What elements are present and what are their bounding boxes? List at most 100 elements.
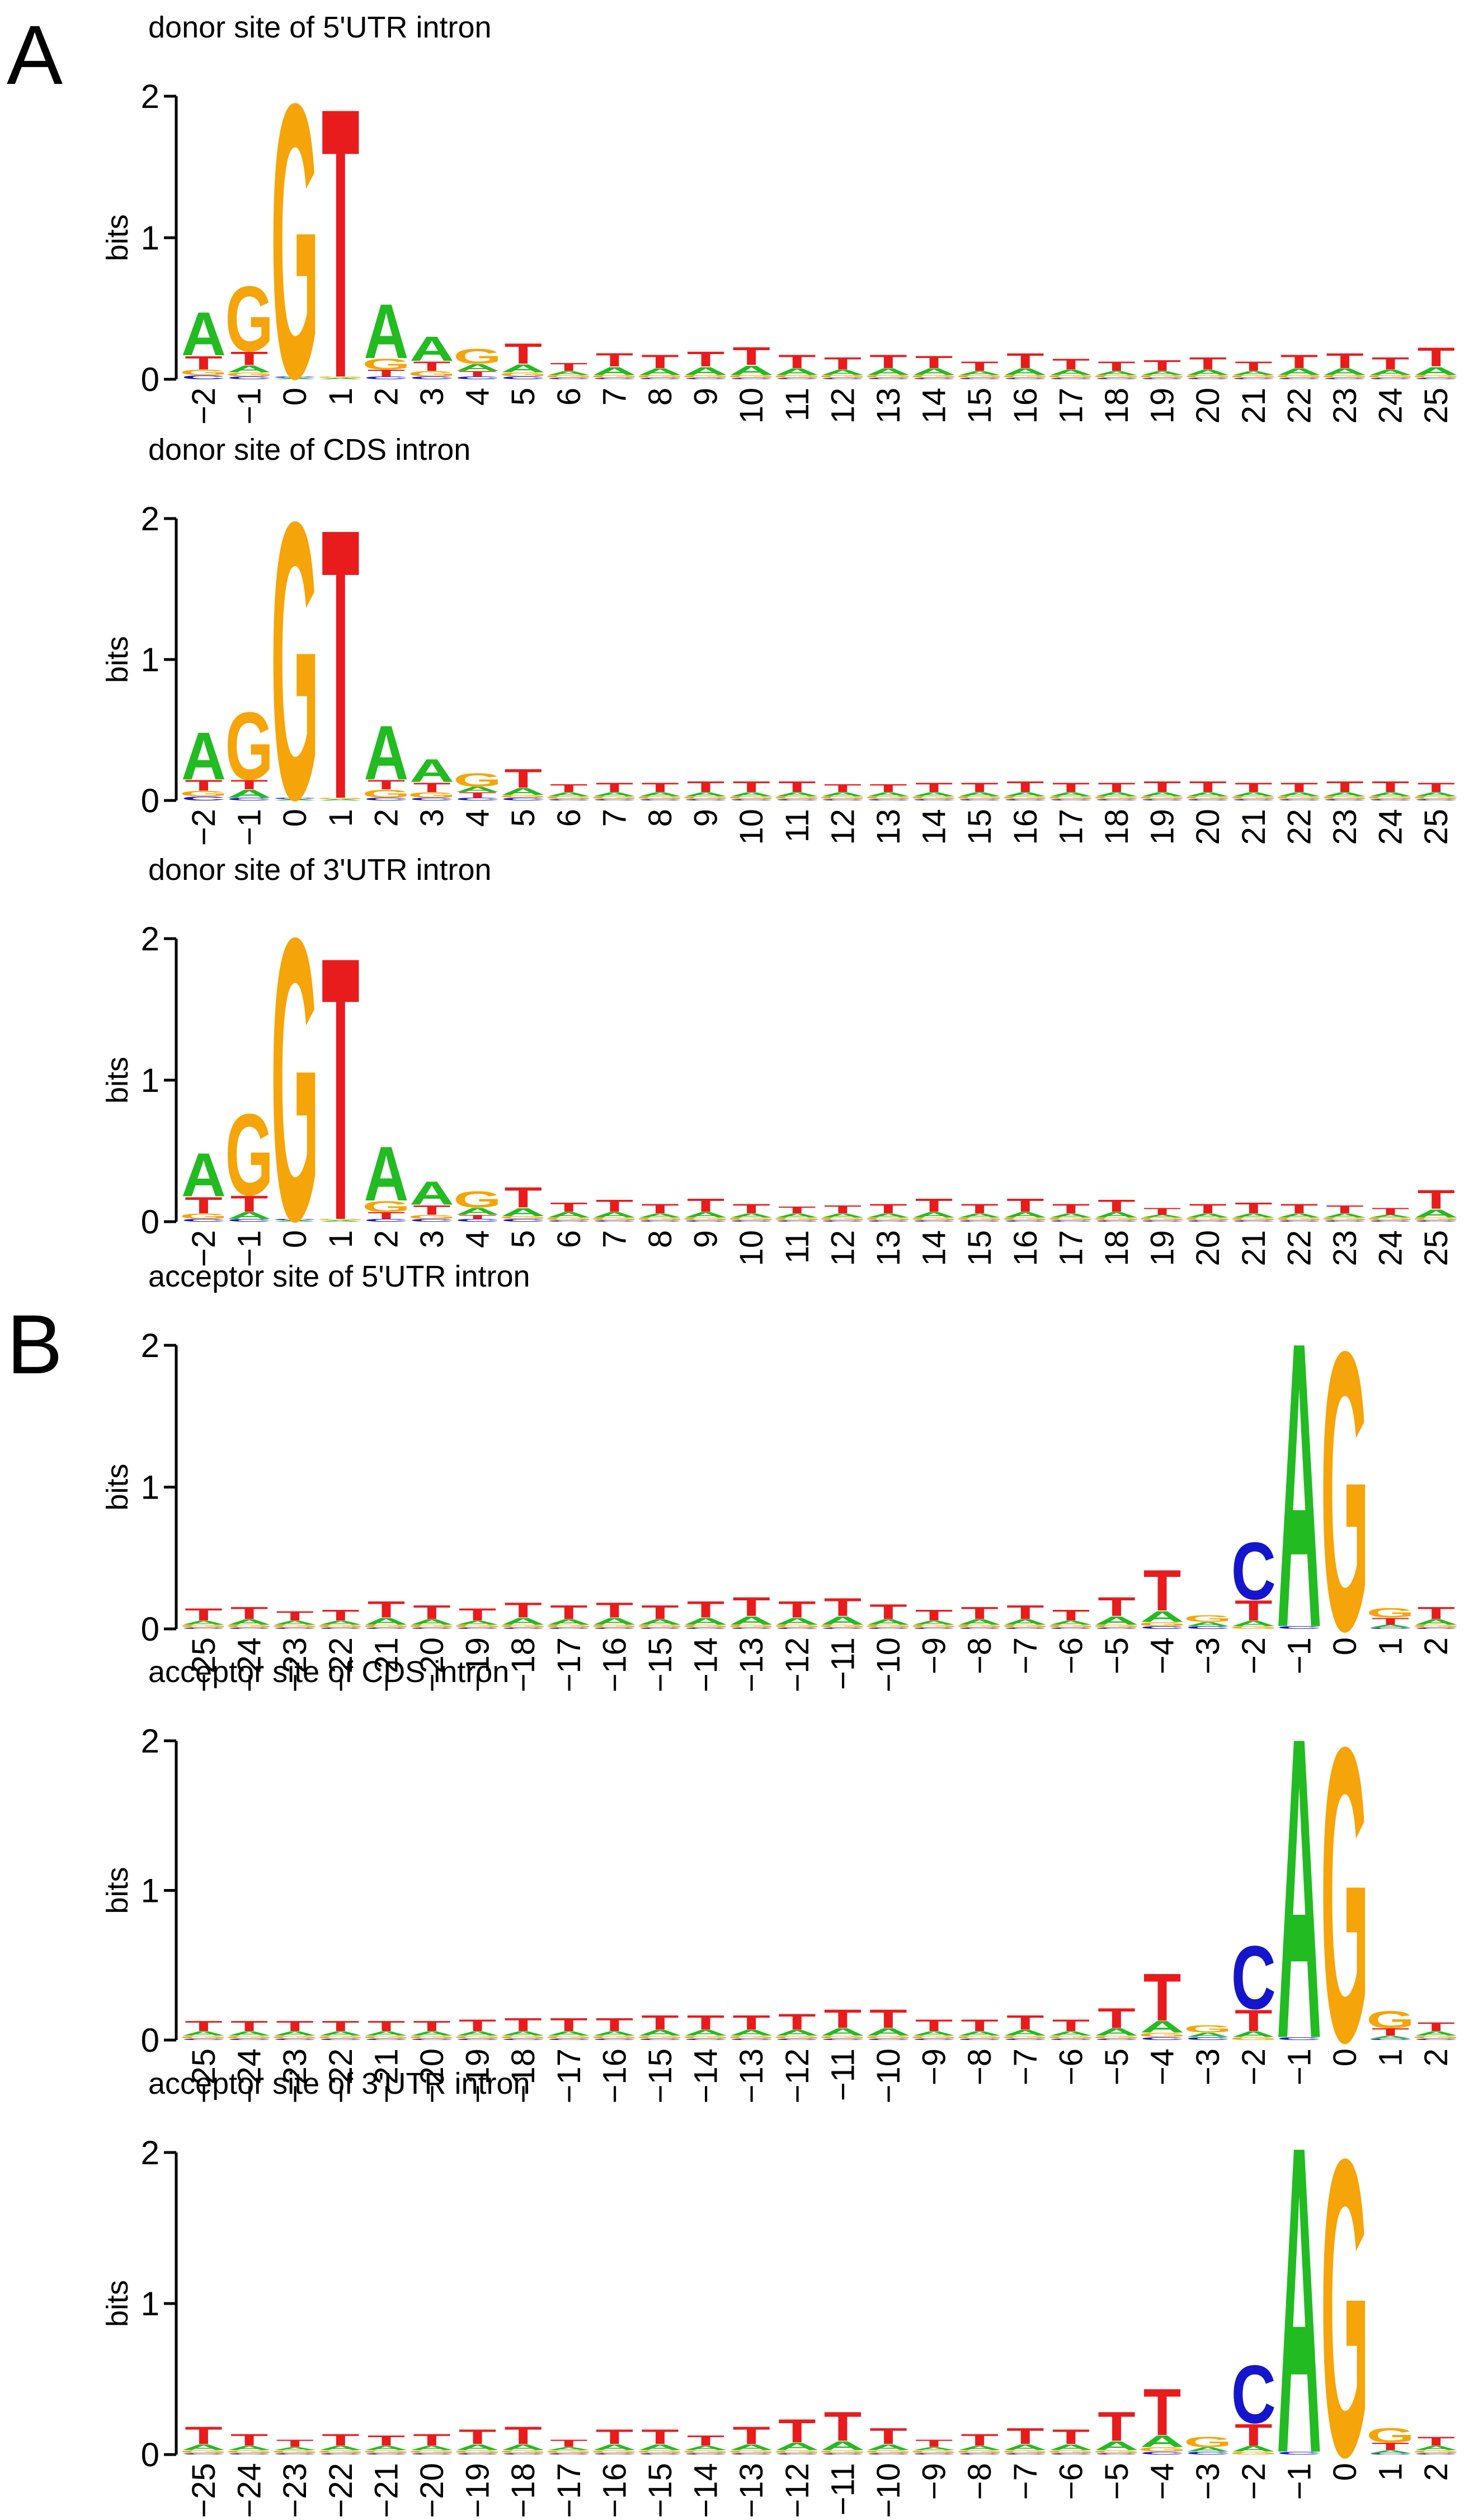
logo-letter-A: A <box>684 2028 728 2037</box>
logo-letter-C: C <box>1048 2038 1093 2041</box>
logo-letter-C: C <box>272 2453 317 2455</box>
logo-letter-T: T <box>185 1192 223 1218</box>
panel-label-a: A <box>7 8 63 102</box>
sequence-logo-6: acceptor site of 3'UTR intron012bitsCGAT… <box>101 2055 1460 2520</box>
logo-letter-G: G <box>636 1624 684 1628</box>
logo-letter-A: A <box>1185 368 1230 376</box>
logo-letter-A: A <box>272 799 317 801</box>
logo-letter-C: C <box>866 2453 911 2455</box>
logo-letter-T: T <box>869 2004 907 2034</box>
logo-letter-G: G <box>1184 2023 1232 2035</box>
logo-letter-G: G <box>1184 374 1232 379</box>
logo-letter-A: A <box>866 1618 911 1626</box>
logo-letter-T: T <box>687 1596 725 1623</box>
logo-letter-T: T <box>641 2011 679 2034</box>
logo-letter-G: G <box>1412 1624 1460 1628</box>
logo-letter-G: G <box>773 1217 821 1221</box>
logo-letter-C: C <box>1368 799 1413 801</box>
logo-letter-G: G <box>454 769 502 790</box>
logo-letter-G: G <box>362 2450 410 2454</box>
logo-letter-C: C <box>1048 799 1093 801</box>
logo-letter-T: T <box>687 2011 725 2034</box>
logo-letter-A: A <box>1368 2035 1413 2039</box>
logo-letter-C: C <box>227 2453 272 2455</box>
logo-letter-T: T <box>869 1201 907 1216</box>
logo-letter-T: T <box>869 781 907 794</box>
x-tick-label: 11 <box>779 1230 816 1264</box>
x-tick-label: 1 <box>323 1230 359 1248</box>
sequence-logo-5: acceptor site of CDS intron012bitsCGATCG… <box>101 1648 1460 2130</box>
logo-letter-C: C <box>455 2038 500 2041</box>
logo-letter-T: T <box>778 1596 816 1623</box>
logo-letter-C: C <box>592 378 637 380</box>
logo-letter-C: C <box>1414 799 1458 801</box>
logo-letter-T: T <box>185 352 223 373</box>
logo-letter-G: G <box>955 2035 1004 2039</box>
logo-letter-T: T <box>550 781 588 794</box>
x-tick-label: 6 <box>551 1230 587 1248</box>
logo-letter-A: A <box>1322 366 1367 377</box>
logo-letter-G: G <box>271 440 319 882</box>
x-tick-label: −21 <box>368 1637 404 1692</box>
logo-letter-A: A <box>227 2444 272 2451</box>
logo-letter-A: A <box>592 2442 637 2452</box>
logo-letter-G: G <box>180 1624 228 1628</box>
logo-letter-G: G <box>1275 374 1323 379</box>
logo-letter-G: G <box>1367 2006 1415 2033</box>
x-tick-label: −7 <box>1007 1637 1044 1674</box>
logo-letter-C: C <box>729 1220 774 1222</box>
logo-letter-G: G <box>1321 2070 1369 2520</box>
x-tick-label: −23 <box>277 2463 313 2518</box>
x-tick-label: −11 <box>825 1637 861 1690</box>
logo-letter-C: C <box>866 2038 911 2041</box>
logo-letter-G: G <box>545 374 593 379</box>
logo-letter-G: G <box>225 371 274 378</box>
logo-letter-T: T <box>368 1596 406 1623</box>
logo-letter-T: T <box>824 1593 862 1622</box>
logo-letter-C: C <box>455 797 500 802</box>
logo-letter-G: G <box>727 374 775 379</box>
logo-letter-A: A <box>181 1141 226 1209</box>
logo-letter-G: G <box>362 2035 410 2039</box>
logo-letter-A: A <box>866 791 911 798</box>
logo-letter-G: G <box>180 2450 228 2454</box>
logo-letter-C: C <box>1414 1627 1458 1629</box>
logo-letter-T: T <box>915 2017 953 2035</box>
logo-letter-T: T <box>641 2425 679 2448</box>
logo-letter-C: C <box>957 1627 1002 1629</box>
logo-letter-G: G <box>773 2450 821 2454</box>
logo-title: acceptor site of CDS intron <box>148 1655 509 1689</box>
logo-letter-C: C <box>638 799 682 801</box>
logo-letter-T: T <box>413 780 451 795</box>
x-tick-label: 18 <box>1099 809 1135 845</box>
logo-letter-A: A <box>318 799 363 801</box>
logo-letter-T: T <box>185 777 223 794</box>
logo-letter-C: C <box>1368 378 1413 380</box>
logo-letter-T: T <box>504 338 542 370</box>
logo-letter-C: C <box>1048 1220 1093 1222</box>
x-tick-label: −6 <box>1053 1637 1089 1674</box>
logo-charts: donor site of 5'UTR intron012bitsCGTACGA… <box>101 11 1460 2520</box>
logo-letter-C: C <box>684 1220 728 1222</box>
logo-letter-T: T <box>1098 1196 1136 1216</box>
logo-letter-T: T <box>322 1607 360 1624</box>
x-tick-label: 21 <box>1236 388 1272 424</box>
logo-letter-A: A <box>1277 2055 1321 2520</box>
x-tick-label: 24 <box>1373 388 1409 424</box>
logo-letter-C: C <box>1185 2451 1230 2455</box>
logo-letter-A: A <box>364 1616 408 1627</box>
logo-letter-T: T <box>915 352 953 372</box>
logo-letter-G: G <box>499 2450 547 2454</box>
y-tick-label: 2 <box>141 78 159 115</box>
logo-letter-C: C <box>912 799 957 801</box>
logo-letter-G: G <box>590 374 638 379</box>
logo-letter-G: G <box>271 2450 319 2454</box>
logo-letter-A: A <box>501 362 545 375</box>
logo-letter-G: G <box>1093 795 1141 800</box>
x-tick-label: −3 <box>1190 2463 1226 2500</box>
x-tick-label: 25 <box>1418 1230 1454 1266</box>
x-tick-label: −2 <box>186 809 222 846</box>
x-tick-label: −4 <box>1145 2048 1181 2085</box>
x-tick-label: −11 <box>825 2048 861 2101</box>
logo-letter-T: T <box>1417 780 1455 795</box>
